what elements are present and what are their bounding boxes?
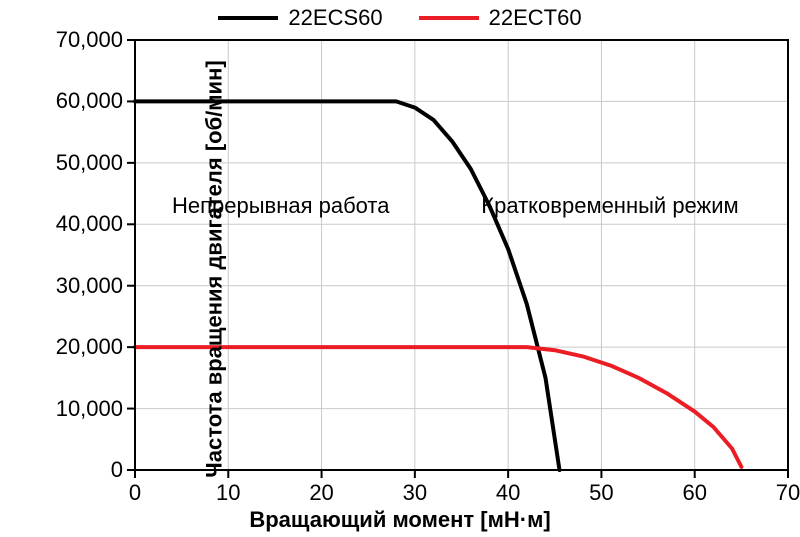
y-tick-label: 50,000 [43,150,123,176]
y-tick-label: 60,000 [43,88,123,114]
annotation-0: Непрерывная работа [172,193,390,219]
y-tick-label: 0 [43,457,123,483]
y-axis-label: Частота вращения двигателя [об/мин] [202,60,228,477]
annotation-1: Кратковременный режим [481,193,738,219]
y-tick-label: 40,000 [43,211,123,237]
x-tick-label: 10 [208,480,248,506]
y-tick-label: 30,000 [43,273,123,299]
y-tick-label: 20,000 [43,334,123,360]
x-tick-label: 40 [488,480,528,506]
x-tick-label: 50 [581,480,621,506]
x-tick-label: 20 [302,480,342,506]
y-tick-label: 10,000 [43,396,123,422]
motor-speed-torque-chart: 22ECS60 22ECT60 Частота вращения двигате… [0,0,800,537]
legend-label-22ect60: 22ECT60 [489,5,582,31]
legend-swatch-22ecs60 [218,16,278,20]
legend-item-22ect60: 22ECT60 [419,5,582,31]
y-tick-label: 70,000 [43,27,123,53]
legend-item-22ecs60: 22ECS60 [218,5,382,31]
legend-swatch-22ect60 [419,16,479,20]
x-tick-label: 30 [395,480,435,506]
legend-label-22ecs60: 22ECS60 [288,5,382,31]
x-tick-label: 0 [115,480,155,506]
x-tick-label: 70 [768,480,800,506]
x-tick-label: 60 [675,480,715,506]
x-axis-label: Вращающий момент [мН·м] [0,507,800,533]
